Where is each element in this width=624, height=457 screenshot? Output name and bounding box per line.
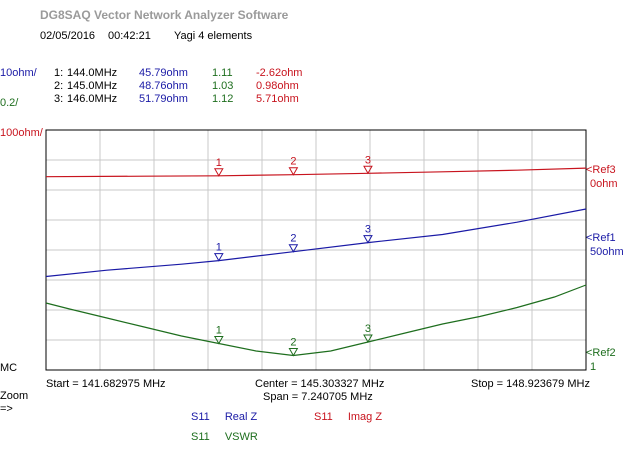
marker-triangle-3	[363, 334, 373, 344]
plot-frame	[45, 129, 587, 371]
marker-real-z: 51.79ohm	[139, 93, 188, 105]
marker-vswr: 1.12	[212, 93, 234, 105]
ref3-label: <Ref3	[586, 164, 616, 176]
marker-number-3: 3	[365, 323, 371, 335]
span-frequency: Span = 7.240705 MHz	[263, 391, 373, 403]
marker-triangle-3	[363, 235, 373, 244]
app-title: DG8SAQ Vector Network Analyzer Software	[40, 8, 289, 22]
trace-vswr	[45, 284, 587, 357]
real-z-scale: 10ohm/	[0, 67, 37, 79]
marker-vswr: 1.11	[212, 67, 233, 79]
measurement-date: 02/05/2016	[40, 30, 96, 42]
start-frequency: Start = 141.682975 MHz	[46, 378, 166, 390]
marker-triangle-2	[288, 348, 299, 357]
ref1-value: 50ohm	[590, 246, 624, 258]
measurement-time: 00:42:21	[108, 30, 151, 42]
stop-frequency: Stop = 148.923679 MHz	[471, 378, 590, 390]
legend-real-z[interactable]: S11 Real Z	[191, 411, 257, 423]
marker-triangle-1	[213, 336, 224, 345]
marker-triangle-2	[288, 167, 299, 176]
legend-name: VSWR	[224, 431, 258, 443]
measurement-description: Yagi 4 elements	[174, 30, 253, 42]
marker-frequency: 146.0MHz	[67, 93, 118, 105]
marker-vswr: 1.03	[212, 80, 234, 92]
legend-vswr[interactable]: S11 VSWR	[191, 431, 258, 443]
marker-imag-z: -2.62ohm	[256, 67, 303, 79]
marker-number-2: 2	[290, 156, 296, 168]
legend-param: S11	[191, 431, 210, 443]
ref2-value: 1	[590, 361, 597, 373]
marker-triangle-1	[213, 168, 224, 177]
ref1-label: <Ref1	[586, 232, 616, 244]
mc-label: MC	[0, 362, 18, 374]
imag-z-scale: 100ohm/	[0, 127, 43, 139]
marker-number-3: 3	[365, 224, 371, 236]
zoom-label[interactable]: Zoom	[0, 390, 29, 402]
vswr-scale: 0.2/	[0, 97, 19, 109]
legend-name: Imag Z	[347, 411, 383, 423]
marker-label: 2:	[54, 80, 64, 92]
marker-frequency: 144.0MHz	[67, 67, 118, 79]
legend-imag-z[interactable]: S11 Imag Z	[314, 411, 382, 423]
marker-triangle-1	[213, 253, 224, 262]
marker-number-1: 1	[216, 242, 222, 254]
legend-param: S11	[314, 411, 333, 423]
marker-number-2: 2	[290, 233, 296, 245]
marker-label: 1:	[54, 67, 64, 79]
ref3-value: 0ohm	[590, 178, 618, 190]
marker-number-2: 2	[290, 337, 296, 349]
marker-number-3: 3	[365, 154, 371, 166]
marker-number-1: 1	[216, 325, 222, 337]
marker-real-z: 48.76ohm	[139, 80, 188, 92]
marker-imag-z: 5.71ohm	[256, 93, 299, 105]
legend-param: S11	[191, 411, 210, 423]
ref2-label: <Ref2	[586, 347, 616, 359]
marker-real-z: 45.79ohm	[139, 67, 188, 79]
marker-frequency: 145.0MHz	[67, 80, 118, 92]
legend-name: Real Z	[224, 411, 258, 423]
marker-triangle-2	[288, 244, 299, 253]
marker-label: 3:	[54, 93, 64, 105]
marker-triangle-3	[363, 165, 373, 175]
center-frequency: Center = 145.303327 MHz	[255, 378, 385, 390]
marker-imag-z: 0.98ohm	[256, 80, 299, 92]
marker-number-1: 1	[216, 157, 222, 169]
trace-imag-z	[45, 167, 587, 178]
zoom-arrow[interactable]: =>	[0, 403, 13, 415]
